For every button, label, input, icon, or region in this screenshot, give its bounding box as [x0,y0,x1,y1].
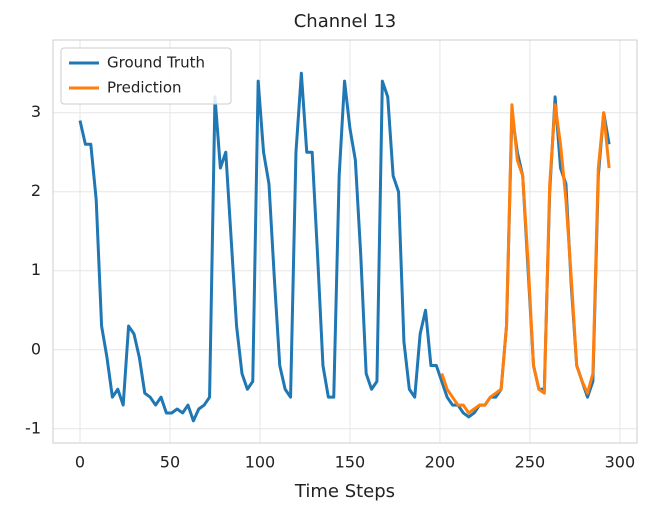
y-tick-label: 3 [31,102,41,121]
chart-title: Channel 13 [294,11,397,32]
y-tick-label: 2 [31,181,41,200]
legend-box [60,47,232,105]
x-tick-label: 150 [335,453,366,472]
x-tick-label: 0 [75,453,85,472]
plot-frame [52,39,638,444]
legend-label: Prediction [107,79,182,97]
x-axis-label: Time Steps [294,481,395,502]
y-tick-label: -1 [25,418,41,437]
y-tick-label: 1 [31,260,41,279]
x-tick-label: 250 [515,453,546,472]
series-line [440,103,611,415]
x-tick-label: 200 [425,453,456,472]
y-tick-label: 0 [31,339,41,358]
x-tick-label: 300 [605,453,636,472]
legend-label: Ground Truth [107,54,205,72]
x-tick-label: 100 [245,453,276,472]
x-tick-label: 50 [160,453,180,472]
